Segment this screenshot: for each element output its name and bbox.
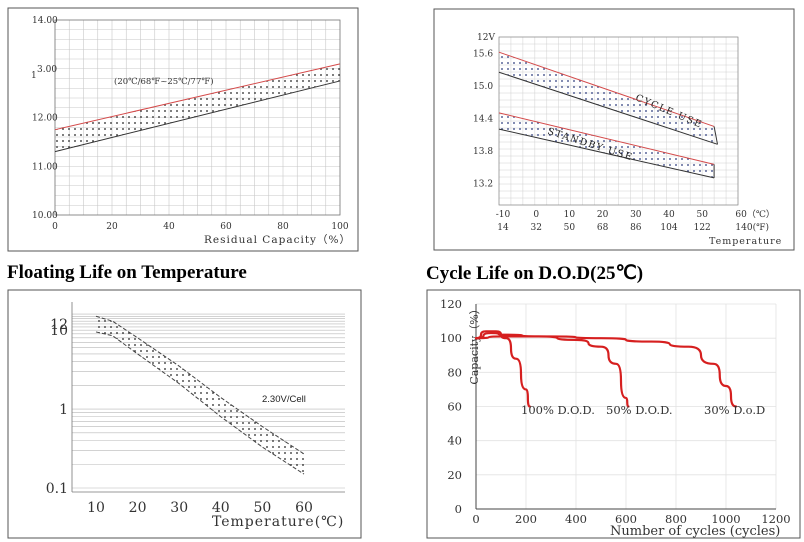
x-tick-label: 800 (665, 512, 687, 526)
standby-use-lower (498, 128, 715, 179)
dod-100-curve (474, 330, 531, 408)
cycle-use-lower (498, 71, 718, 145)
x-tick-label: 10 (87, 500, 105, 516)
x-tick-label-celsius: 40 (663, 210, 675, 220)
x-axis-label: Temperature(℃) (212, 514, 344, 530)
floating-life-band-lower (95, 331, 305, 475)
x-tick-label-celsius: 30 (630, 210, 642, 220)
x-tick-label-fahrenheit: 104 (660, 223, 677, 233)
y-tick-label: 10 (50, 323, 68, 339)
y-tick-prefix: 1 (31, 71, 37, 81)
floating-life-band-upper (95, 315, 305, 455)
x-tick-label-celsius: -10 (496, 210, 511, 220)
x-tick-label-celsius: 50 (696, 210, 708, 220)
y-tick-label: 0 (455, 502, 462, 516)
cycle-use-end (713, 126, 719, 145)
chart-voltage-temperature: 12V 15.6 15.0 14.4 13.8 13.2 -10 0 10 20 30 40 50 60（… (433, 0, 804, 252)
x-tick-label-fahrenheit: 122 (694, 223, 711, 233)
temperature-annotation: (20℃/68℉~25℃/77℉) (114, 76, 214, 87)
chart-capacity-residual: 14.00 1 3.00 12.00 11.00 10.00 0 20 40 60 80 100 Res… (0, 0, 370, 252)
y-tick-label: 15.6 (473, 49, 493, 59)
heading-floating-life: Floating Life on Temperature (7, 262, 247, 283)
y-tick-label: 13.8 (473, 147, 493, 157)
x-tick-label-fahrenheit: 50 (564, 223, 576, 233)
y-tick-label: 10.00 (32, 211, 58, 221)
dod-100-label: 100% D.O.D. (521, 403, 595, 417)
y-tick-label: 40 (447, 434, 462, 448)
y-tick-label: 14.00 (32, 16, 58, 26)
y-tick-label: 120 (440, 297, 462, 311)
x-tick-label-celsius: 10 (564, 210, 576, 220)
y-tick-label: 15.0 (473, 82, 493, 92)
x-tick-label: 200 (515, 512, 537, 526)
x-tick-label: 80 (277, 222, 289, 232)
cell-voltage-annotation: 2.30V/Cell (262, 394, 306, 405)
x-tick-label: 600 (615, 512, 637, 526)
y-tick-label: 12.00 (32, 114, 58, 124)
y-tick-label: 12 (50, 317, 68, 333)
heading-cycle-life: Cycle Life on D.O.D(25℃) (426, 263, 644, 284)
cycle-use-upper (498, 51, 715, 127)
x-axis-label: Residual Capacity（%） (204, 234, 351, 246)
y-tick-label: 3.00 (37, 65, 57, 75)
plot-area-border (54, 19, 341, 216)
x-tick-label-fahrenheit: 32 (530, 223, 541, 233)
dod-30-label: 30% D.o.D (704, 403, 765, 417)
y-tick-label: 13.2 (473, 179, 493, 189)
x-tick-label: 50 (253, 500, 271, 516)
y-tick-label: 100 (440, 331, 462, 345)
chart-frame (426, 289, 801, 539)
unit-label: 12V (477, 33, 495, 43)
chart-capacity-residual-svg: 14.00 13.00 12.00 11.00 10.000 20 40 60 80 100 Res… (7, 7, 359, 252)
chart-floating-life: 12 10 1 0.1 10 20 30 40 50 60 Temperature(℃) 2.30V/… (0, 288, 370, 542)
x-tick-label: 20 (106, 222, 118, 232)
y-tick-label: 11.00 (32, 162, 58, 172)
x-axis-label: Number of cycles (cycles) (610, 524, 780, 539)
y-tick-label: 20 (447, 468, 462, 482)
x-tick-label: 1000 (711, 512, 740, 526)
x-tick-label: 30 (170, 500, 188, 516)
cycle-use-band-fill (499, 52, 718, 145)
x-tick-label: 20 (129, 500, 147, 516)
x-tick-label: 60 (295, 500, 313, 516)
x-tick-label: 60 (220, 222, 232, 232)
standby-use-band-fill (499, 112, 715, 178)
x-tick-label-fahrenheit: 140(℉) (735, 222, 769, 233)
x-tick-label-celsius: 60（℃） (735, 209, 775, 220)
y-tick-label: 14.4 (473, 114, 493, 124)
x-tick-label: 40 (163, 222, 175, 232)
capacity-band-upper (54, 63, 341, 131)
x-tick-label-celsius: 20 (597, 210, 609, 220)
x-tick-label: 0 (52, 222, 58, 232)
x-tick-label-fahrenheit: 86 (630, 223, 642, 233)
dod-50-curve (474, 331, 630, 408)
dod-30-curve (474, 335, 738, 408)
x-tick-label: 100 (331, 222, 348, 232)
chart-cycle-life: 0 20 40 60 80 100 120 0 200 400 600 800 1000 1200 Numb… (426, 288, 804, 542)
capacity-band-lower (54, 80, 341, 153)
x-tick-label: 1200 (761, 512, 790, 526)
floating-life-band-fill (96, 316, 304, 475)
x-tick-label-celsius: 0 (533, 210, 539, 220)
capacity-band-fill (55, 63, 340, 152)
x-tick-label-fahrenheit: 14 (497, 223, 509, 233)
x-tick-label: 0 (472, 512, 479, 526)
standby-use-upper (498, 112, 715, 165)
chart-frame (433, 8, 795, 251)
x-tick-label-fahrenheit: 68 (597, 223, 609, 233)
dod-50-label: 50% D.O.D. (606, 403, 673, 417)
x-tick-label: 40 (212, 500, 230, 516)
y-tick-label: 0.1 (46, 481, 68, 497)
x-tick-label: 400 (565, 512, 587, 526)
y-tick-label: 1 (59, 402, 68, 418)
chart-voltage-temperature-svg: 12V 15.6 15.0 14.4 13.8 13.2 -10 0 10 20 30 40 50 60（… (433, 8, 795, 251)
x-axis-label: Temperature (709, 236, 782, 247)
y-axis-label: Capacity（%） (468, 303, 481, 384)
y-tick-label: 60 (447, 400, 462, 414)
chart-frame (7, 7, 359, 252)
y-tick-label: 80 (447, 365, 462, 379)
